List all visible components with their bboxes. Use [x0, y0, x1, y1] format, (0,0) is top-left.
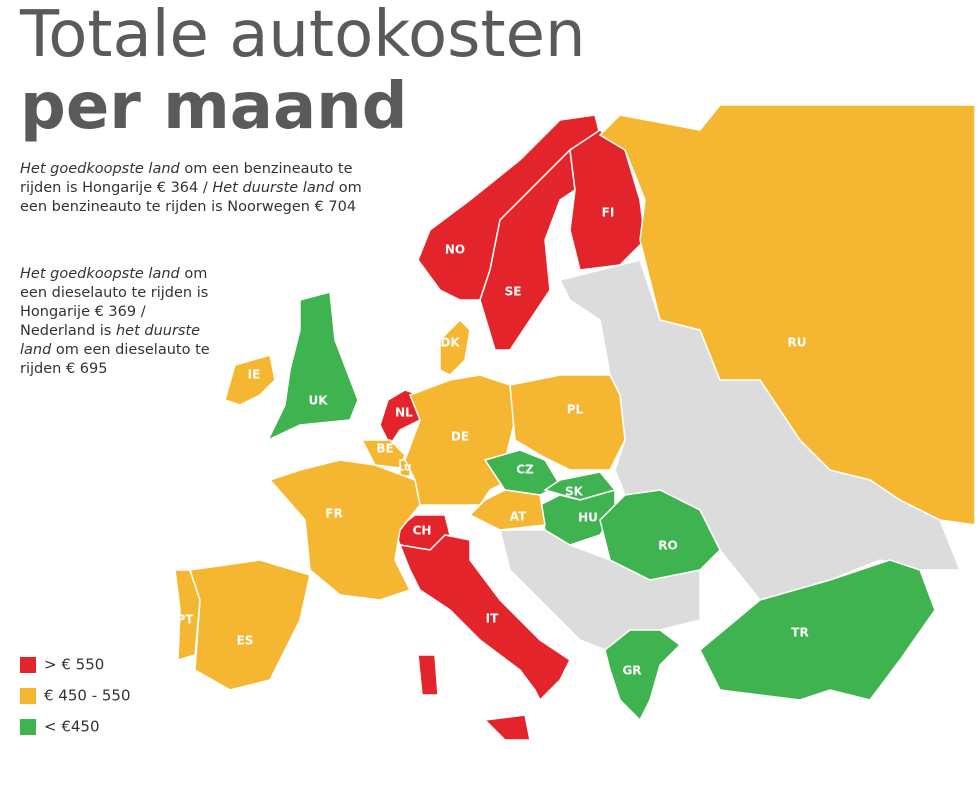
country-label: CZ — [516, 463, 534, 477]
country — [699, 559, 936, 701]
country — [479, 148, 576, 351]
country-label: PT — [177, 613, 195, 627]
country-label: FI — [602, 206, 615, 220]
legend-swatch — [20, 688, 36, 704]
country-label: TR — [791, 626, 808, 640]
country-label: SE — [505, 285, 522, 299]
legend-swatch — [20, 719, 36, 735]
country-label: IE — [248, 368, 261, 382]
country-label: DE — [451, 430, 469, 444]
country — [266, 291, 359, 442]
legend-label: > € 550 — [44, 656, 104, 674]
emphasis: Het goedkoopste land — [20, 266, 180, 282]
country-label: SK — [565, 485, 584, 499]
country-label: CH — [413, 524, 432, 538]
country — [483, 714, 531, 741]
country — [398, 534, 571, 702]
country — [404, 374, 516, 506]
country-label: AT — [510, 510, 527, 524]
country — [604, 629, 682, 722]
country-label: PL — [567, 403, 584, 417]
country-label: UK — [308, 394, 328, 408]
title: Totale autokosten — [20, 0, 586, 72]
country — [599, 489, 721, 581]
country-label: GR — [622, 664, 641, 678]
emphasis: Het duurste land — [212, 180, 335, 196]
title: per maand — [20, 70, 408, 144]
legend-label: € 450 - 550 — [44, 687, 131, 705]
country-label: RU — [788, 336, 807, 350]
country-label: IT — [486, 612, 499, 626]
legend-label: < €450 — [44, 718, 100, 736]
text: om een benzineauto te rijden is Hongarij… — [20, 161, 353, 196]
country-label: RO — [658, 539, 677, 553]
emphasis: het duurste land — [20, 323, 201, 358]
country-label: LU — [399, 464, 412, 474]
country — [417, 654, 439, 696]
text: om een dieselauto te rijden € 695 — [20, 342, 210, 377]
country-label: HU — [578, 511, 598, 525]
country — [268, 459, 421, 601]
country — [509, 374, 626, 471]
country-label: NO — [445, 243, 465, 257]
description: Het goedkoopste land om een dieselauto t… — [20, 265, 210, 379]
country-label: DK — [440, 336, 460, 350]
country — [468, 489, 546, 531]
description: Het goedkoopste land om een benzineauto … — [20, 160, 370, 217]
country-label: BE — [376, 442, 393, 456]
country — [224, 354, 276, 406]
text: om een benzineauto te rijden is Noorwege… — [20, 180, 362, 215]
country — [189, 559, 311, 691]
country — [439, 318, 471, 376]
emphasis: Het goedkoopste land — [20, 161, 180, 177]
text: om een dieselauto te rijden is Hongarije… — [20, 266, 209, 339]
country-label: FR — [325, 507, 342, 521]
country — [598, 104, 976, 526]
country-label: NL — [395, 406, 413, 420]
legend-swatch — [20, 657, 36, 673]
country-label: ES — [237, 634, 254, 648]
other-countries — [499, 529, 701, 651]
